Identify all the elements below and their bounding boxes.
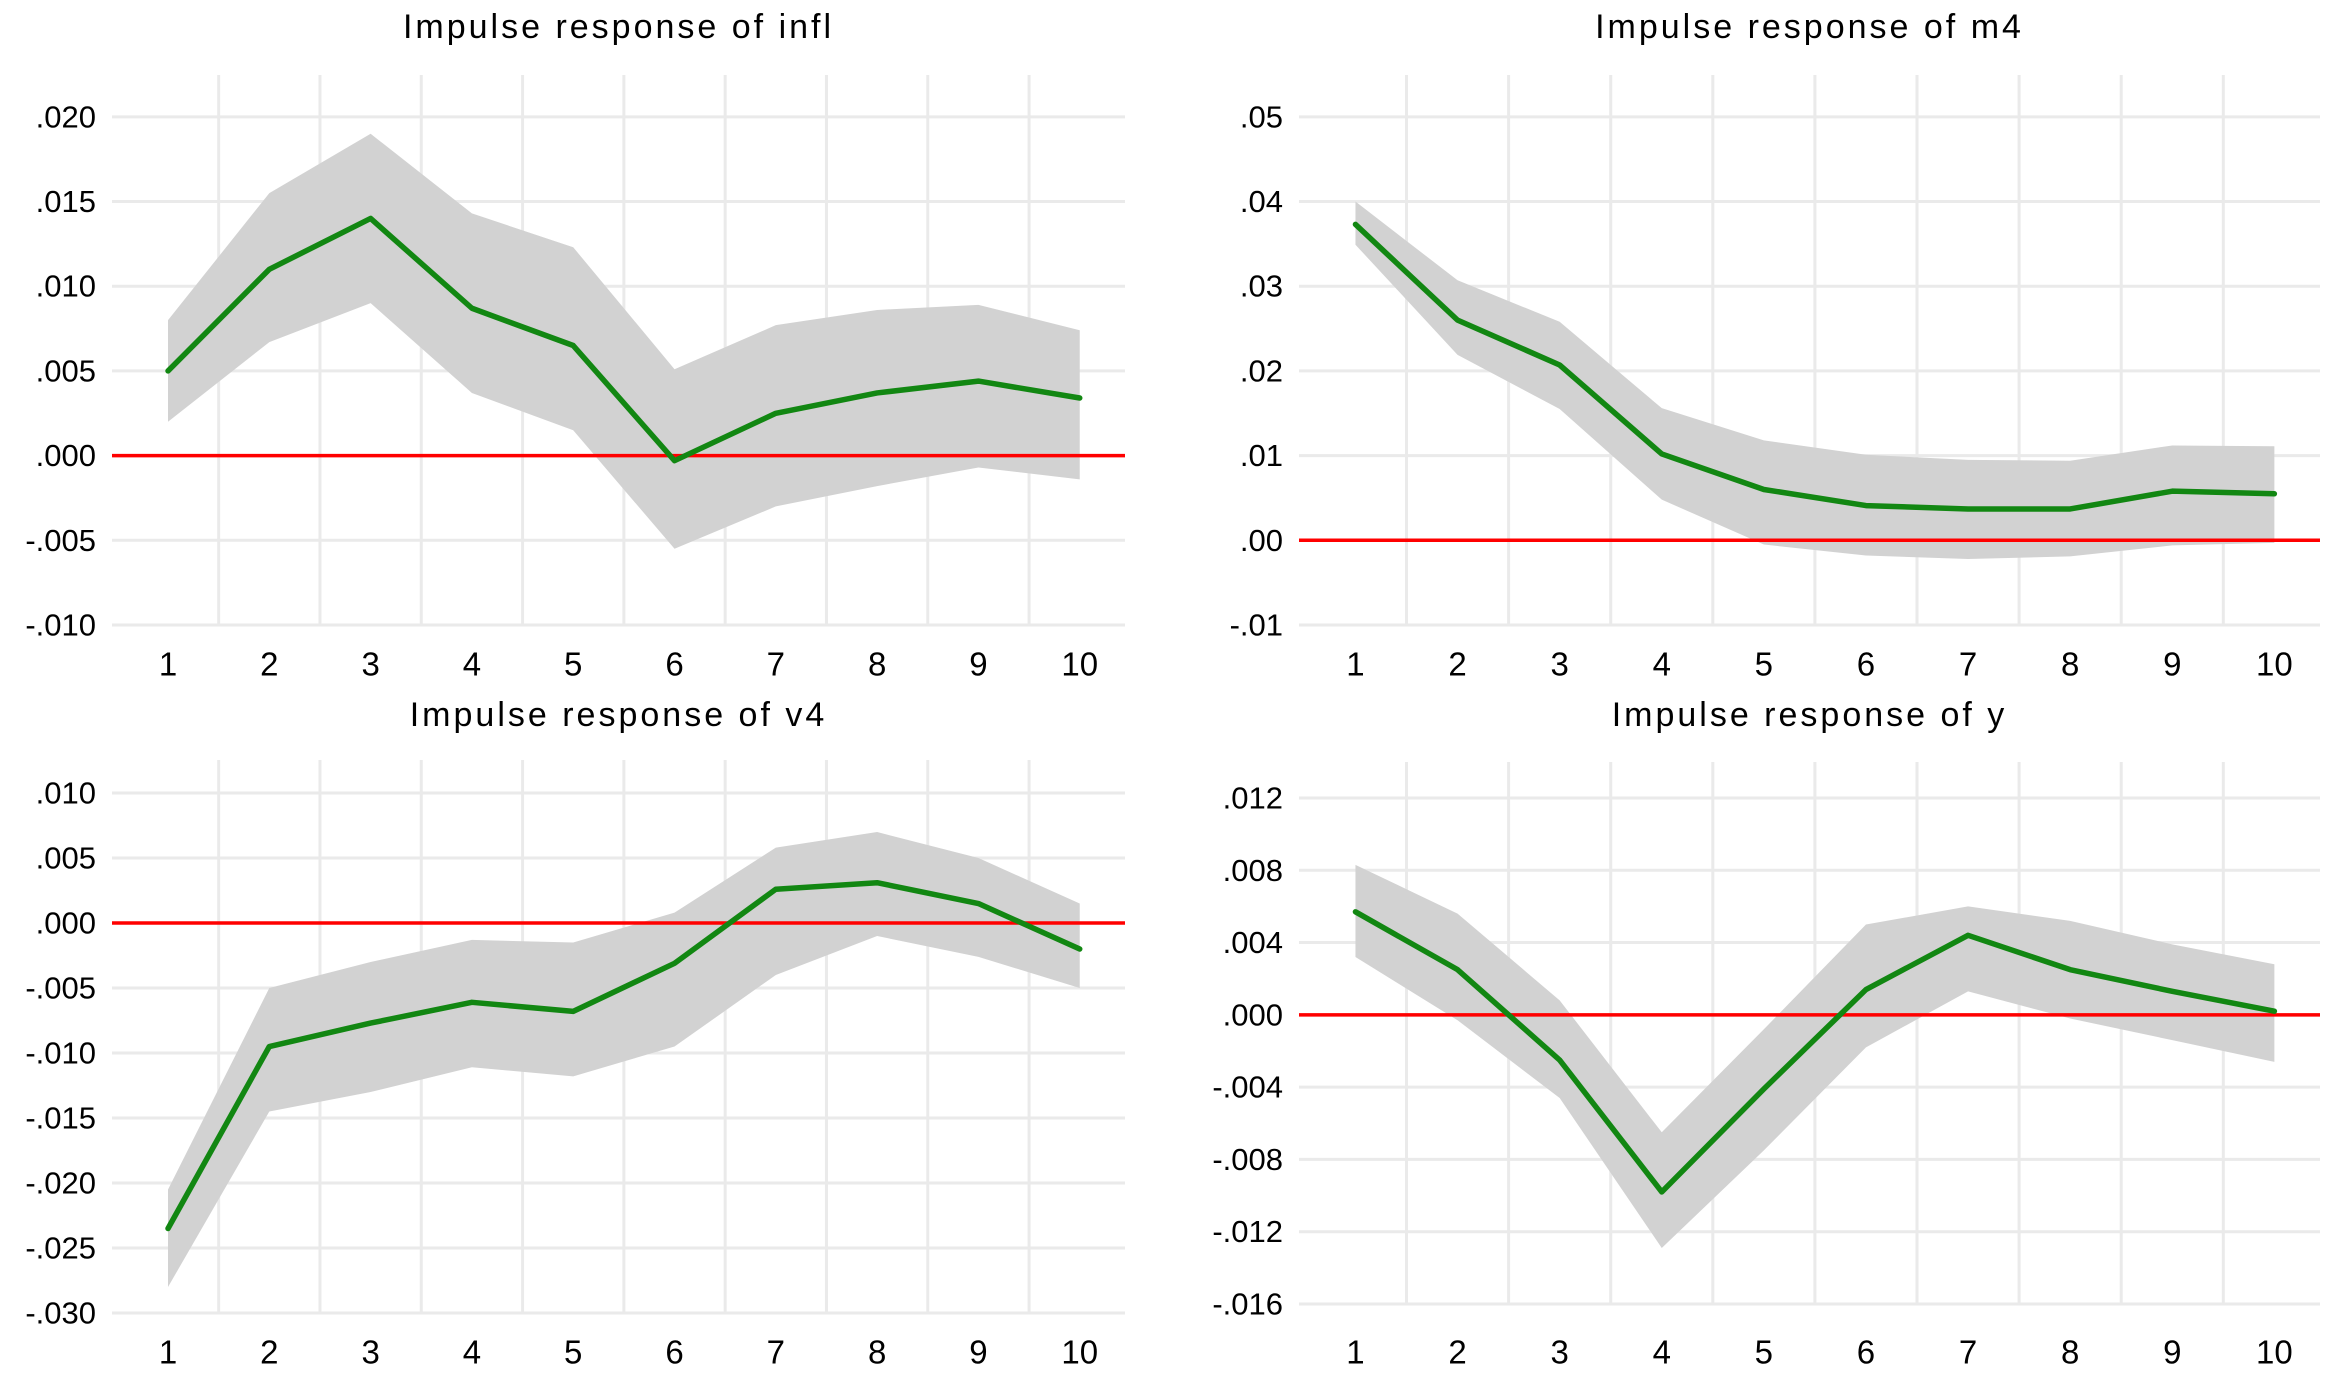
y-tick-label: -.005 bbox=[25, 971, 96, 1006]
irf-line bbox=[165, 879, 1083, 1232]
x-tick-label: 3 bbox=[361, 646, 379, 683]
y-tick-label: -.004 bbox=[1212, 1070, 1283, 1105]
x-tick-label: 5 bbox=[1755, 1334, 1773, 1371]
x-tick-label: 10 bbox=[2256, 1334, 2293, 1371]
y-tick-label: .012 bbox=[1223, 780, 1283, 815]
x-tick-label: 6 bbox=[665, 1334, 683, 1371]
x-tick-label: 7 bbox=[767, 1334, 785, 1371]
y-axis-labels: .05 .04 .03 .02 .01 .00 -.01 bbox=[1230, 99, 1283, 642]
y-tick-label: -.010 bbox=[25, 608, 96, 643]
y-tick-label: -.010 bbox=[25, 1036, 96, 1071]
y-tick-label: -.012 bbox=[1212, 1214, 1283, 1249]
x-tick-label: 3 bbox=[1550, 646, 1568, 683]
y-tick-label: .000 bbox=[1223, 997, 1283, 1032]
x-tick-label: 8 bbox=[868, 646, 886, 683]
x-tick-label: 9 bbox=[969, 646, 987, 683]
x-tick-label: 4 bbox=[463, 1334, 481, 1371]
irf-line bbox=[165, 215, 1083, 464]
x-tick-label: 10 bbox=[2256, 646, 2293, 683]
y-axis-labels: .010 .005 .000 -.005 -.010 -.015 -.020 -.025 -.0… bbox=[25, 776, 96, 1331]
x-tick-label: 6 bbox=[1857, 646, 1875, 683]
y-tick-label: .010 bbox=[36, 269, 96, 304]
y-tick-label: -.015 bbox=[25, 1101, 96, 1136]
x-tick-label: 1 bbox=[1346, 1334, 1364, 1371]
y-tick-label: -.025 bbox=[25, 1231, 96, 1266]
x-tick-label: 10 bbox=[1061, 646, 1098, 683]
y-tick-label: -.020 bbox=[25, 1166, 96, 1201]
x-tick-label: 1 bbox=[159, 1334, 177, 1371]
y-tick-label: .000 bbox=[36, 438, 96, 473]
x-tick-label: 2 bbox=[1448, 1334, 1466, 1371]
y-tick-label: .05 bbox=[1240, 99, 1283, 134]
panel-title-infl: Impulse response of infl bbox=[402, 8, 835, 46]
panel-v4: .010 .005 .000 -.005 -.010 -.015 -.020 -.025 -.0… bbox=[25, 760, 1125, 1371]
irf-line bbox=[1352, 221, 2278, 512]
y-tick-label: .02 bbox=[1240, 353, 1283, 388]
y-axis-labels: .020 .015 .010 .005 .000 -.005 -.010 bbox=[25, 99, 96, 642]
x-tick-label: 4 bbox=[463, 646, 481, 683]
x-tick-label: 7 bbox=[1959, 1334, 1977, 1371]
y-tick-label: .01 bbox=[1240, 438, 1283, 473]
x-tick-label: 9 bbox=[2163, 646, 2181, 683]
x-tick-label: 4 bbox=[1653, 1334, 1671, 1371]
y-tick-label: -.030 bbox=[25, 1296, 96, 1331]
panel-y: .012 .008 .004 .000 -.004 -.008 -.012 -.016 1 2 3 4… bbox=[1212, 762, 2320, 1371]
x-tick-label: 6 bbox=[1857, 1334, 1875, 1371]
x-tick-label: 8 bbox=[2061, 646, 2079, 683]
y-tick-label: -.005 bbox=[25, 523, 96, 558]
panel-m4: .05 .04 .03 .02 .01 .00 -.01 1 2 3 4 5 6 7 8 9 10 bbox=[1230, 75, 2320, 683]
x-tick-label: 4 bbox=[1653, 646, 1671, 683]
y-tick-label: .000 bbox=[36, 906, 96, 941]
x-tick-label: 6 bbox=[665, 646, 683, 683]
x-tick-label: 2 bbox=[1448, 646, 1466, 683]
x-tick-label: 10 bbox=[1061, 1334, 1098, 1371]
x-tick-label: 5 bbox=[1755, 646, 1773, 683]
y-tick-label: .010 bbox=[36, 776, 96, 811]
x-tick-label: 8 bbox=[868, 1334, 886, 1371]
x-tick-label: 2 bbox=[260, 1334, 278, 1371]
x-axis-labels: 1 2 3 4 5 6 7 8 9 10 bbox=[159, 1334, 1098, 1371]
x-tick-label: 9 bbox=[969, 1334, 987, 1371]
y-tick-label: .005 bbox=[36, 841, 96, 876]
y-tick-label: .04 bbox=[1240, 184, 1283, 219]
x-axis-labels: 1 2 3 4 5 6 7 8 9 10 bbox=[1346, 1334, 2292, 1371]
x-tick-label: 3 bbox=[361, 1334, 379, 1371]
x-tick-label: 5 bbox=[564, 646, 582, 683]
y-tick-label: .008 bbox=[1223, 853, 1283, 888]
confidence-band bbox=[168, 832, 1080, 1288]
x-tick-label: 3 bbox=[1550, 1334, 1568, 1371]
y-tick-label: .020 bbox=[36, 99, 96, 134]
y-axis-labels: .012 .008 .004 .000 -.004 -.008 -.012 -.016 bbox=[1212, 780, 1283, 1321]
x-tick-label: 7 bbox=[767, 646, 785, 683]
x-tick-label: 5 bbox=[564, 1334, 582, 1371]
y-tick-label: .005 bbox=[36, 353, 96, 388]
y-tick-label: -.008 bbox=[1212, 1142, 1283, 1177]
gridlines bbox=[1299, 762, 2320, 1306]
x-axis-labels: 1 2 3 4 5 6 7 8 9 10 bbox=[159, 646, 1098, 683]
confidence-band bbox=[1355, 201, 2275, 559]
y-tick-label: .004 bbox=[1223, 925, 1283, 960]
y-tick-label: .00 bbox=[1240, 523, 1283, 558]
x-tick-label: 1 bbox=[1346, 646, 1364, 683]
x-axis-labels: 1 2 3 4 5 6 7 8 9 10 bbox=[1346, 646, 2292, 683]
x-tick-label: 9 bbox=[2163, 1334, 2181, 1371]
y-tick-label: -.016 bbox=[1212, 1287, 1283, 1322]
panel-title-m4: Impulse response of m4 bbox=[1595, 8, 2024, 46]
x-tick-label: 1 bbox=[159, 646, 177, 683]
y-tick-label: .015 bbox=[36, 184, 96, 219]
irf-line bbox=[1352, 909, 2278, 1195]
x-tick-label: 2 bbox=[260, 646, 278, 683]
y-tick-label: .03 bbox=[1240, 269, 1283, 304]
y-tick-label: -.01 bbox=[1230, 608, 1283, 643]
panel-title-y: Impulse response of y bbox=[1611, 696, 2008, 734]
panel-title-v4: Impulse response of v4 bbox=[409, 696, 828, 734]
x-tick-label: 7 bbox=[1959, 646, 1977, 683]
x-tick-label: 8 bbox=[2061, 1334, 2079, 1371]
